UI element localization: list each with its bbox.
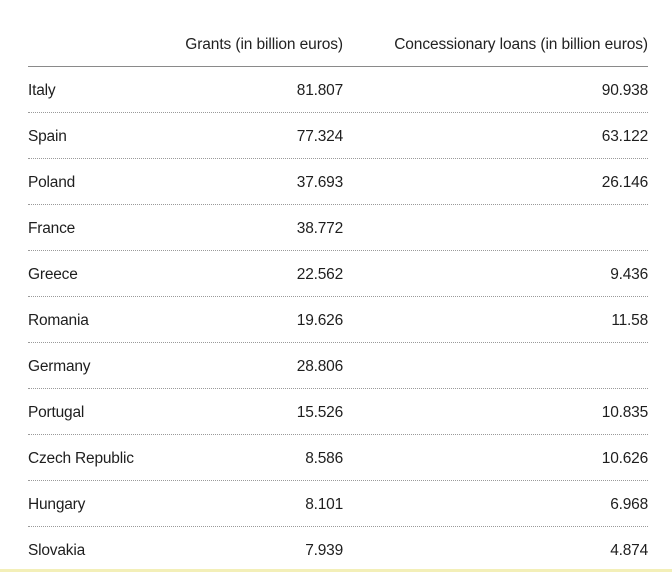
table-header-row: Grants (in billion euros) Concessionary … xyxy=(28,0,648,67)
table-row: Slovakia 7.939 4.874 xyxy=(28,527,648,571)
grants-cell: 37.693 xyxy=(296,174,343,191)
table-row: Hungary 8.101 6.968 xyxy=(28,481,648,527)
loans-cell: 11.58 xyxy=(611,312,648,329)
grants-cell: 7.939 xyxy=(305,542,343,559)
table-body: Italy 81.807 90.938 Spain 77.324 63.122 Poland… xyxy=(28,67,648,571)
table-row: Czech Republic 8.586 10.626 xyxy=(28,435,648,481)
country-cell: Greece xyxy=(28,266,78,283)
loans-cell: 63.122 xyxy=(601,128,648,145)
country-cell: Italy xyxy=(28,82,56,99)
loans-cell: 9.436 xyxy=(610,266,648,283)
country-cell: France xyxy=(28,220,76,237)
table-row: Italy 81.807 90.938 xyxy=(28,67,648,113)
loans-cell: 10.626 xyxy=(601,450,648,467)
grants-cell: 8.101 xyxy=(305,496,343,513)
loans-cell: 6.968 xyxy=(610,496,648,513)
loans-cell: 90.938 xyxy=(601,82,648,99)
grants-cell: 81.807 xyxy=(296,82,343,99)
table-row: Romania 19.626 11.58 xyxy=(28,297,648,343)
country-cell: Germany xyxy=(28,358,91,375)
bottom-accent-bar xyxy=(0,569,672,572)
grants-cell: 8.586 xyxy=(305,450,343,467)
grants-cell: 15.526 xyxy=(296,404,343,421)
country-cell: Hungary xyxy=(28,496,86,513)
loans-cell: 4.874 xyxy=(610,542,648,559)
table-row: Germany 28.806 xyxy=(28,343,648,389)
column-header-loans: Concessionary loans (in billion euros) xyxy=(394,36,648,53)
column-header-grants: Grants (in billion euros) xyxy=(185,36,343,53)
table-row: Poland 37.693 26.146 xyxy=(28,159,648,205)
grants-cell: 22.562 xyxy=(296,266,343,283)
table-row: Portugal 15.526 10.835 xyxy=(28,389,648,435)
table-row: France 38.772 xyxy=(28,205,648,251)
table-row: Spain 77.324 63.122 xyxy=(28,113,648,159)
country-cell: Romania xyxy=(28,312,89,329)
grants-cell: 19.626 xyxy=(296,312,343,329)
country-cell: Slovakia xyxy=(28,542,85,559)
grants-cell: 28.806 xyxy=(296,358,343,375)
grants-cell: 38.772 xyxy=(296,220,343,237)
loans-cell: 10.835 xyxy=(601,404,648,421)
country-cell: Portugal xyxy=(28,404,85,421)
country-cell: Poland xyxy=(28,174,76,191)
country-cell: Spain xyxy=(28,128,67,145)
loans-cell: 26.146 xyxy=(601,174,648,191)
grants-cell: 77.324 xyxy=(296,128,343,145)
data-table: Grants (in billion euros) Concessionary … xyxy=(28,0,648,571)
country-cell: Czech Republic xyxy=(28,450,134,467)
table-row: Greece 22.562 9.436 xyxy=(28,251,648,297)
